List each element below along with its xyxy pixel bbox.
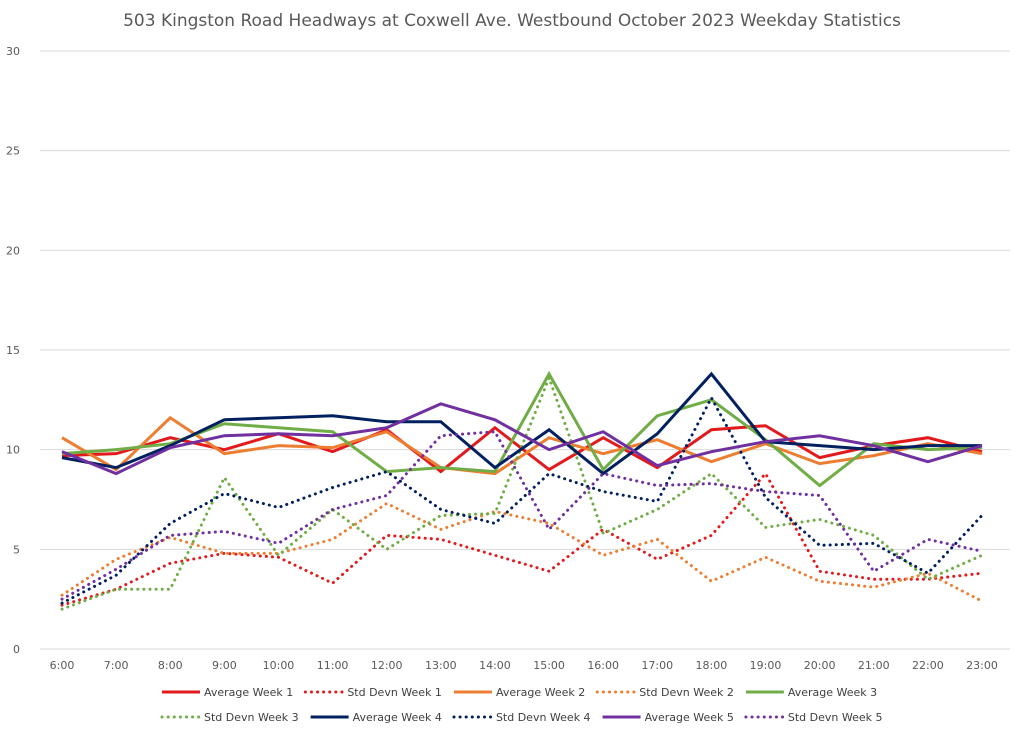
legend-label: Std Devn Week 2 (639, 686, 734, 699)
series-line (61, 370, 983, 488)
series-line (61, 415, 983, 476)
chart-title: 503 Kingston Road Headways at Coxwell Av… (123, 11, 901, 31)
series-line (60, 394, 984, 605)
legend-label: Average Week 4 (353, 711, 442, 724)
legend-item: Average Week 1 (162, 686, 293, 699)
x-tick-label: 21:00 (858, 659, 890, 672)
series-average-week-2 (61, 415, 983, 476)
legend-label: Average Week 2 (496, 686, 585, 699)
y-tick-label: 15 (6, 344, 20, 357)
x-tick-label: 23:00 (966, 659, 998, 672)
x-tick-label: 6:00 (50, 659, 75, 672)
series-average-week-4 (61, 371, 982, 476)
x-tick-label: 14:00 (479, 659, 511, 672)
series-std-devn-week-3 (60, 373, 984, 611)
x-axis-ticks: 6:00 7:00 8:00 9:00 10:00 11:00 12:00 13:00 14:0… (50, 659, 998, 672)
legend-item: Average Week 2 (453, 686, 585, 699)
y-tick-label: 20 (6, 244, 20, 257)
legend-label: Average Week 1 (204, 686, 293, 699)
y-tick-label: 30 (6, 45, 20, 58)
legend-label: Std Devn Week 5 (788, 711, 883, 724)
legend-label: Average Week 3 (788, 686, 877, 699)
x-tick-label: 13:00 (425, 659, 457, 672)
series-line (61, 371, 982, 476)
x-tick-label: 12:00 (371, 659, 403, 672)
x-tick-label: 10:00 (263, 659, 295, 672)
legend-item: Std Devn Week 5 (744, 711, 883, 724)
y-tick-label: 0 (13, 643, 20, 656)
legend-item: Std Devn Week 4 (452, 711, 591, 724)
series-average-week-3 (61, 370, 983, 488)
y-tick-label: 5 (13, 543, 20, 556)
x-tick-label: 11:00 (317, 659, 349, 672)
x-tick-label: 22:00 (912, 659, 944, 672)
legend-item: Average Week 3 (745, 686, 877, 699)
legend-item: Std Devn Week 3 (160, 711, 299, 724)
series-std-devn-week-5 (60, 430, 984, 601)
series-std-devn-week-2 (60, 501, 984, 603)
legend-label: Average Week 5 (645, 711, 734, 724)
legend-item: Average Week 5 (602, 711, 734, 724)
x-tick-label: 8:00 (158, 659, 183, 672)
legend: Average Week 1 Std Devn Week 1 Average Wee… (160, 686, 883, 724)
y-tick-label: 10 (6, 444, 20, 457)
y-axis-ticks: 0 5 10 15 20 25 30 (6, 45, 20, 656)
legend-item: Std Devn Week 2 (595, 686, 734, 699)
series-std-devn-week-1 (60, 470, 984, 607)
x-tick-label: 18:00 (696, 659, 728, 672)
x-tick-label: 20:00 (804, 659, 836, 672)
x-tick-label: 16:00 (587, 659, 619, 672)
x-tick-label: 7:00 (104, 659, 129, 672)
series-line (60, 470, 984, 607)
series-std-devn-week-4 (60, 394, 984, 605)
series-line (60, 501, 984, 603)
legend-label: Std Devn Week 4 (496, 711, 591, 724)
legend-label: Std Devn Week 3 (204, 711, 299, 724)
series-average-week-5 (61, 402, 983, 476)
series-line (60, 430, 984, 601)
y-tick-label: 25 (6, 145, 20, 158)
series-line (61, 402, 983, 476)
legend-item: Average Week 4 (310, 711, 442, 724)
legend-item: Std Devn Week 1 (303, 686, 442, 699)
series-lines (60, 370, 984, 611)
series-line (60, 373, 984, 611)
legend-label: Std Devn Week 1 (347, 686, 442, 699)
x-tick-label: 17:00 (641, 659, 673, 672)
x-tick-label: 15:00 (533, 659, 565, 672)
x-tick-label: 19:00 (750, 659, 782, 672)
x-tick-label: 9:00 (212, 659, 237, 672)
